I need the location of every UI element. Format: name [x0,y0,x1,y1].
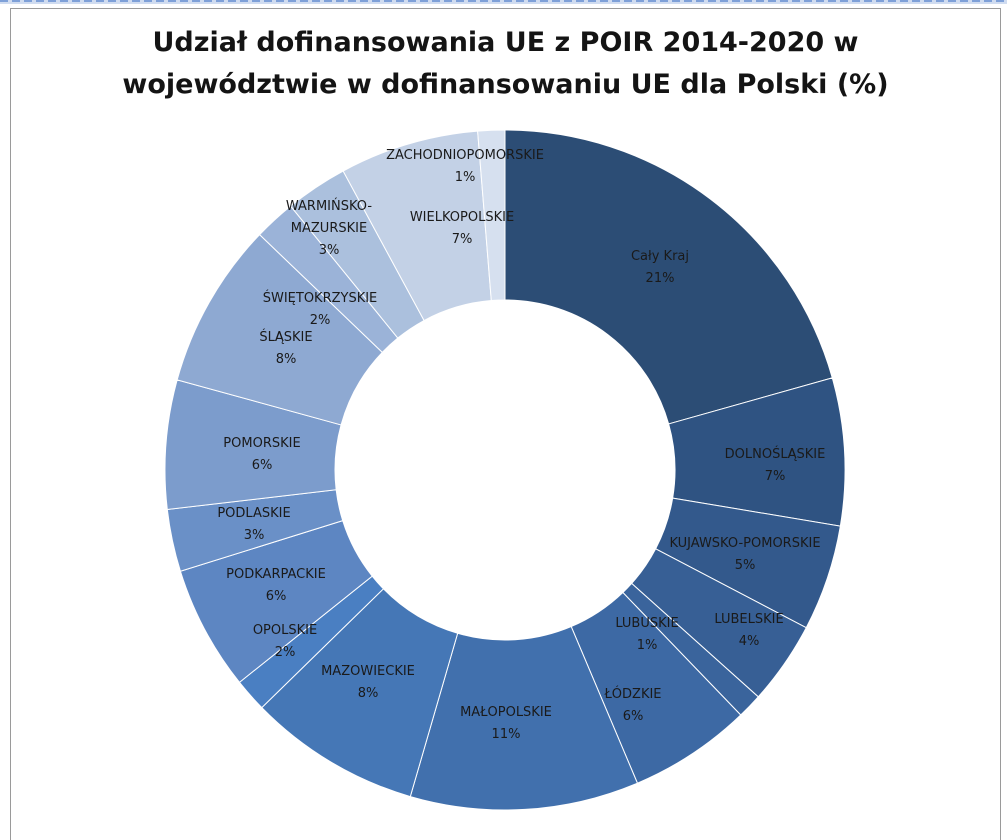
data-label-warminsko-mazurskie: WARMIŃSKO-MAZURSKIE 3% [286,198,373,258]
data-label-wielkopolskie: WIELKOPOLSKIE 7% [410,210,514,247]
data-label-slaskie: ŚLĄSKIE 8% [259,329,312,367]
top-border-dashes [0,0,1007,2]
top-border-line [0,0,1007,4]
data-label-mazowieckie: MAZOWIECKIE 8% [321,664,415,701]
labels-group: Cały Kraj 21% DOLNOŚLĄSKIE 7% KUJAWSKO-POMOR… [217,148,825,742]
data-label-podkarpackie: PODKARPACKIE 6% [226,567,326,604]
data-label-podlaskie: PODLASKIE 3% [217,506,290,543]
chart-title-line-2: województwie w dofinansowaniu UE dla Pol… [122,69,889,100]
chart-title-line-1: Udział dofinansowania UE z POIR 2014-202… [152,27,859,58]
data-label-dolnoslaskie: DOLNOŚLĄSKIE 7% [725,446,826,484]
data-label-swietokrzyskie: ŚWIĘTOKRZYSKIE 2% [263,290,378,328]
chart-title: Udział dofinansowania UE z POIR 2014-202… [10,22,1001,106]
data-label-opolskie: OPOLSKIE 2% [253,623,317,660]
doughnut-hole [335,300,675,640]
data-label-pomorskie: POMORSKIE 6% [223,436,300,473]
data-label-lubuskie: LUBUSKIE 1% [615,616,678,653]
slices-group [164,129,846,811]
data-label-lubelskie: LUBELSKIE 4% [714,612,783,649]
data-label-malopolskie: MAŁOPOLSKIE 11% [460,705,552,742]
data-label-caly-kraj: Cały Kraj 21% [631,249,689,286]
data-label-zachodniopomorskie: ZACHODNIOPOMORSKIE 1% [386,148,544,185]
data-label-lodzkie: ŁÓDZKIE 6% [603,686,661,724]
data-label-kujawsko-pomorskie: KUJAWSKO-POMORSKIE 5% [669,536,820,573]
